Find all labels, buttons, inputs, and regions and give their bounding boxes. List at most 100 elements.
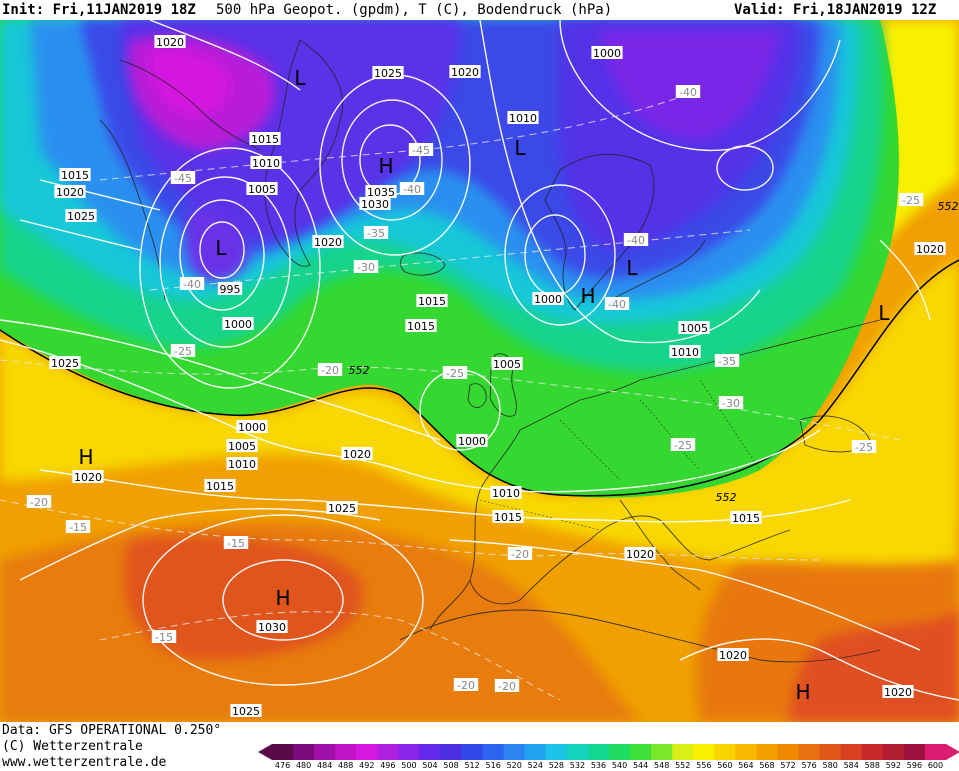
- low-pressure-center-6: L: [878, 301, 890, 325]
- isobar-label-text: 1010: [509, 112, 537, 125]
- colorbar-swatch-22: [735, 744, 757, 760]
- isobar-label-text: 1035: [367, 186, 395, 199]
- colorbar-tick-label: 516: [485, 761, 501, 770]
- colorbar-swatch-20: [693, 744, 715, 760]
- isobar-label-text: 1005: [248, 183, 276, 196]
- colorbar-swatch-28: [861, 744, 884, 760]
- isotherm-labels: -40 -45 -45 -40 -35 -30 -40 -40 -40 -25 -20 -25 -35 -…: [26, 85, 924, 693]
- colorbar-swatch-21: [714, 744, 736, 760]
- colorbar-tick-label: 528: [548, 761, 564, 770]
- isobar-label-text: 1015: [206, 480, 234, 493]
- isobar-label-text: 1025: [51, 357, 79, 370]
- colorbar-swatch-6: [398, 744, 420, 760]
- colorbar-swatch-1: [293, 744, 315, 760]
- high-pressure-center-8: H: [275, 586, 290, 610]
- colorbar-swatch-27: [840, 744, 863, 760]
- isobar-label-29: 1015: [204, 479, 236, 493]
- isotherm-label-text: -20: [511, 548, 529, 561]
- isotherm-label-16: -25: [898, 193, 924, 207]
- isobar-label-4: 1010: [507, 111, 539, 125]
- isobar-label-1: 1025: [372, 66, 404, 80]
- geopotential-label-0: 552: [349, 364, 370, 377]
- geopotential-labels: 552 552 552: [349, 200, 959, 504]
- isobar-label-9: 1030: [359, 197, 391, 211]
- colorbar-swatch-10: [482, 744, 505, 760]
- isotherm-label-text: -15: [227, 537, 245, 550]
- colorbar-swatch-4: [356, 744, 378, 760]
- isobar-label-2: 1020: [449, 65, 481, 79]
- isobar-label-38: 1025: [230, 704, 262, 718]
- colorbar-swatch-17: [630, 744, 652, 760]
- isobar-label-8: 1035: [365, 185, 397, 199]
- colorbar-tick-label: 540: [611, 761, 628, 770]
- isotherm-label-text: -15: [155, 631, 173, 644]
- colorbar-tick-label: 496: [380, 761, 396, 770]
- colorbar-swatch-11: [503, 744, 526, 760]
- isobar-label-31: 1025: [326, 501, 358, 515]
- colorbar-left-arrow: [258, 744, 272, 760]
- init-time-label: Init: Fri,11JAN2019 18Z: [2, 2, 196, 18]
- isobar-label-14: 995: [217, 282, 243, 296]
- low-pressure-center-2: L: [514, 136, 526, 160]
- isobar-label-27: 1020: [72, 470, 104, 484]
- isobar-label-text: 1020: [916, 243, 944, 256]
- isobar-label-text: 1000: [238, 421, 266, 434]
- colorbar-swatch-5: [377, 744, 399, 760]
- colorbar-tick-label: 584: [843, 761, 859, 770]
- isobar-label-text: 1020: [314, 236, 342, 249]
- colorbar-swatch-24: [777, 744, 800, 760]
- isobar-label-text: 1000: [534, 293, 562, 306]
- low-pressure-center-0: L: [294, 66, 306, 90]
- colorbar-swatch-12: [524, 744, 547, 760]
- isobar-label-text: 1020: [343, 448, 371, 461]
- colorbar-swatch-29: [882, 744, 905, 760]
- isobar-label-26: 1000: [456, 434, 488, 448]
- isobars: [0, 20, 959, 701]
- isotherm-label-5: -30: [353, 260, 379, 274]
- isotherm-label-14: -25: [670, 438, 696, 452]
- weather-map: 1020 1025 1020 1000 1010 1015 1010 1005 10351030…: [0, 20, 959, 722]
- colorbar-tick-label: 532: [569, 761, 586, 770]
- isobar-label-text: 1020: [451, 66, 479, 79]
- isobar-label-text: 1015: [732, 512, 760, 525]
- colorbar-tick-label: 536: [590, 761, 607, 770]
- isotherm-label-4: -35: [363, 226, 389, 240]
- colorbar-tick-label: 484: [317, 761, 333, 770]
- colorbar-tick-label: 560: [717, 761, 733, 770]
- isotherm-label-15: -25: [851, 440, 877, 454]
- isotherm-label-11: -25: [442, 366, 468, 380]
- isotherm-label-text: -45: [174, 172, 192, 185]
- isobar-label-text: 1005: [680, 322, 708, 335]
- isobar-label-text: 1010: [228, 458, 256, 471]
- valid-time-label: Valid: Fri,18JAN2019 12Z: [734, 2, 937, 18]
- colorbar-tick-label: 544: [632, 761, 649, 770]
- isotherm-label-6: -40: [179, 277, 205, 291]
- isobar-label-text: 1000: [593, 47, 621, 60]
- website-link[interactable]: www.wetterzentrale.de: [2, 755, 167, 770]
- isotherm-label-text: -25: [855, 441, 873, 454]
- isobar-label-text: 1025: [374, 67, 402, 80]
- colorbar-swatch-0: [272, 744, 294, 760]
- isotherm-label-20: -20: [507, 547, 533, 561]
- isotherm-label-text: -35: [718, 355, 736, 368]
- isobar-label-text: 1000: [224, 318, 252, 331]
- colorbar-swatch-13: [545, 744, 568, 760]
- geopotential-label-1: 552: [716, 491, 737, 504]
- colorbar-swatch-30: [903, 744, 926, 760]
- colorbar-swatch-23: [756, 744, 778, 760]
- isobar-label-text: 1015: [251, 133, 279, 146]
- colorbar-swatch-2: [314, 744, 336, 760]
- colorbar-tick-label: 564: [738, 761, 754, 770]
- isobar-label-text: 1010: [671, 346, 699, 359]
- colorbar-swatch-16: [609, 744, 631, 760]
- isotherm-label-text: -35: [367, 227, 385, 240]
- colorbar: [258, 744, 959, 760]
- isotherm-label-text: -45: [412, 144, 430, 157]
- isobar-label-17: 1015: [405, 319, 437, 333]
- isotherm-label-13: -30: [718, 396, 744, 410]
- isotherm-label-text: -40: [608, 298, 626, 311]
- colorbar-right-arrow: [946, 744, 959, 760]
- geopotential-field: [0, 20, 959, 722]
- isobar-label-text: 1015: [494, 511, 522, 524]
- isobar-label-36: 1020: [717, 648, 749, 662]
